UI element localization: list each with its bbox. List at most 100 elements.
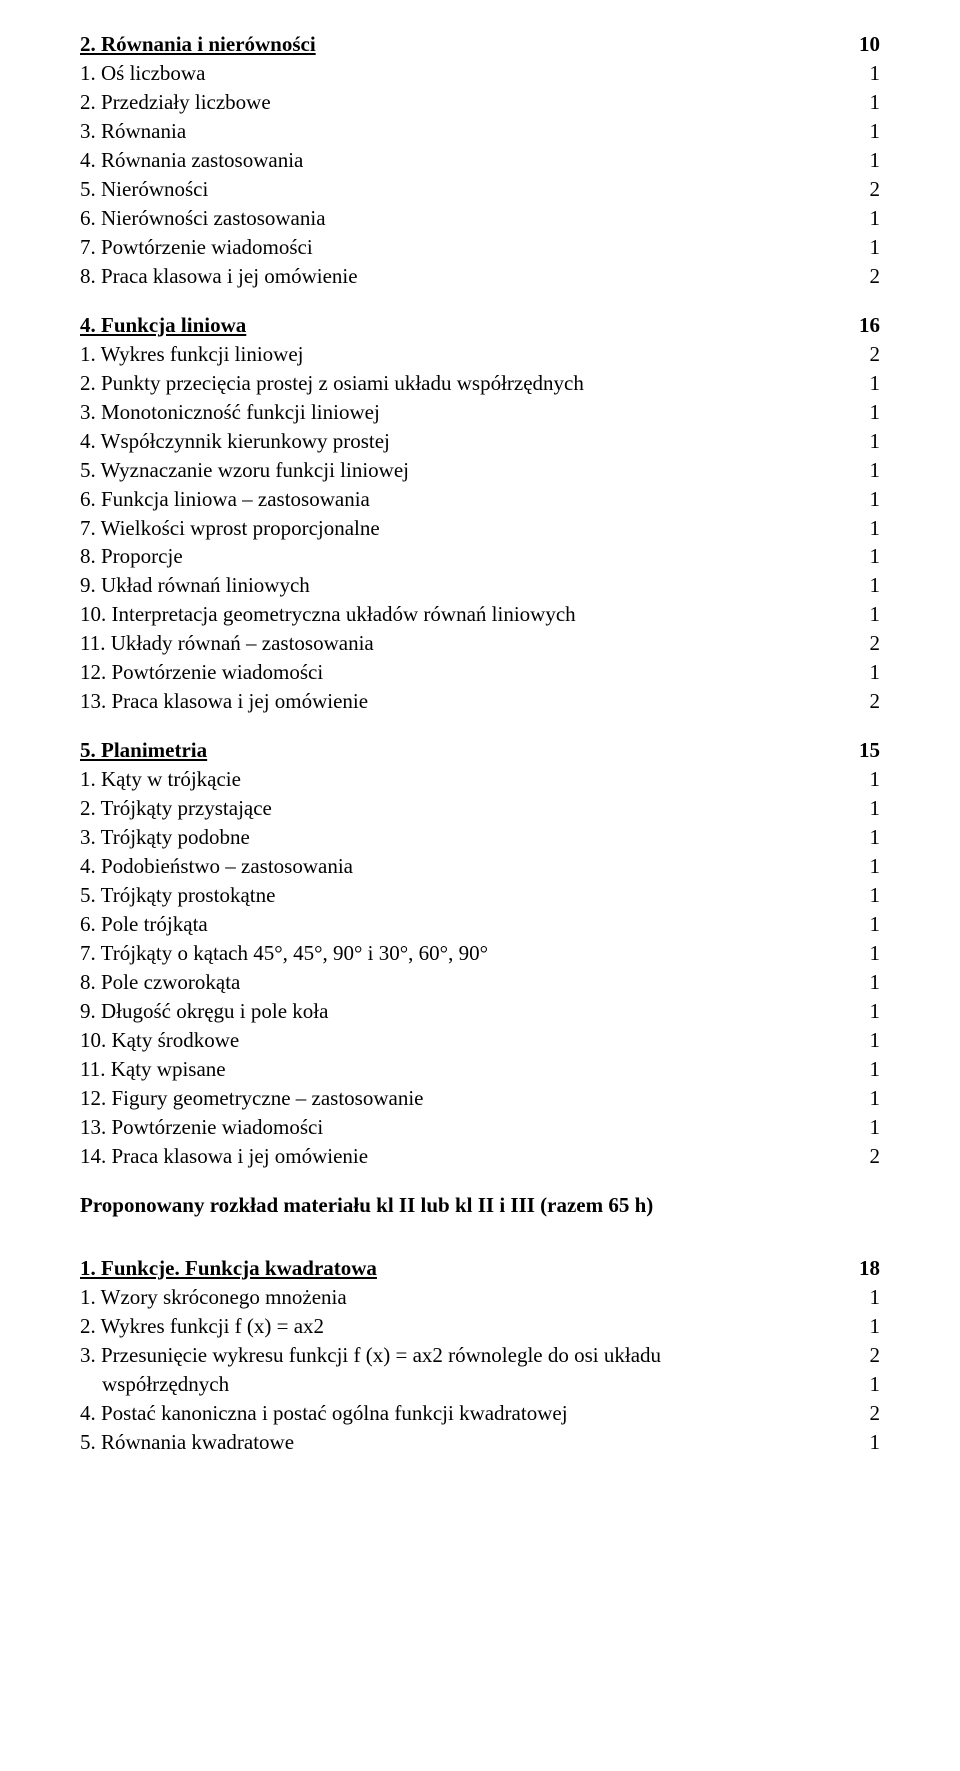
item-label: 5. Wyznaczanie wzoru funkcji liniowej	[80, 456, 840, 485]
list-item: 7. Trójkąty o kątach 45°, 45°, 90° i 30°…	[80, 939, 880, 968]
list-item: 8. Pole czworokąta1	[80, 968, 880, 997]
item-label: 6. Nierówności zastosowania	[80, 204, 840, 233]
spacer	[80, 1232, 880, 1254]
item-label: 2. Przedziały liczbowe	[80, 88, 840, 117]
item-value: 1	[840, 881, 880, 910]
list-item: 9. Układ równań liniowych1	[80, 571, 880, 600]
section-items: 1. Kąty w trójkącie1 2. Trójkąty przysta…	[80, 765, 880, 1171]
list-item: 7. Powtórzenie wiadomości1	[80, 233, 880, 262]
item-value: 1	[840, 146, 880, 175]
list-item: 10. Interpretacja geometryczna układów r…	[80, 600, 880, 629]
item-label: 11. Układy równań – zastosowania	[80, 629, 840, 658]
list-item: 5. Nierówności2	[80, 175, 880, 204]
item-value: 2	[840, 629, 880, 658]
item-label: 1. Kąty w trójkącie	[80, 765, 840, 794]
item-label: 12. Figury geometryczne – zastosowanie	[80, 1084, 840, 1113]
heading-value: 10	[840, 30, 880, 59]
list-item: 3. Przesunięcie wykresu funkcji f (x) = …	[80, 1341, 880, 1370]
list-item: 8. Praca klasowa i jej omówienie2	[80, 262, 880, 291]
item-value: 1	[840, 1026, 880, 1055]
item-label: 3. Monotoniczność funkcji liniowej	[80, 398, 840, 427]
section-items: 1. Wzory skróconego mnożenia1 2. Wykres …	[80, 1283, 880, 1457]
item-label: 1. Oś liczbowa	[80, 59, 840, 88]
item-value: 1	[840, 765, 880, 794]
item-value: 1	[840, 233, 880, 262]
list-item: 12. Powtórzenie wiadomości1	[80, 658, 880, 687]
item-value: 1	[840, 88, 880, 117]
heading-label: 1. Funkcje. Funkcja kwadratowa	[80, 1254, 840, 1283]
list-item: 6. Pole trójkąta1	[80, 910, 880, 939]
item-label: 10. Interpretacja geometryczna układów r…	[80, 600, 840, 629]
item-label: 2. Wykres funkcji f (x) = ax2	[80, 1312, 840, 1341]
list-item: 1. Oś liczbowa1	[80, 59, 880, 88]
item-label: 5. Trójkąty prostokątne	[80, 881, 840, 910]
item-value: 1	[840, 823, 880, 852]
item-value: 1	[840, 939, 880, 968]
item-value: 1	[840, 658, 880, 687]
heading-value: 15	[840, 736, 880, 765]
item-value: 1	[840, 571, 880, 600]
item-label: 5. Nierówności	[80, 175, 840, 204]
section-items: 1. Oś liczbowa1 2. Przedziały liczbowe1 …	[80, 59, 880, 291]
item-label: 11. Kąty wpisane	[80, 1055, 840, 1084]
item-value: 1	[840, 204, 880, 233]
item-value: 2	[840, 1341, 880, 1370]
item-label: 4. Równania zastosowania	[80, 146, 840, 175]
item-label: 7. Powtórzenie wiadomości	[80, 233, 840, 262]
item-label: 8. Proporcje	[80, 542, 840, 571]
item-value: 1	[840, 1113, 880, 1142]
item-label: 1. Wykres funkcji liniowej	[80, 340, 840, 369]
list-item: 4. Współczynnik kierunkowy prostej1	[80, 427, 880, 456]
item-label: 9. Długość okręgu i pole koła	[80, 997, 840, 1026]
list-item: 11. Układy równań – zastosowania2	[80, 629, 880, 658]
section-heading: 1. Funkcje. Funkcja kwadratowa 18	[80, 1254, 880, 1283]
list-item: 2. Przedziały liczbowe1	[80, 88, 880, 117]
heading-value: 16	[840, 311, 880, 340]
item-value: 1	[840, 1312, 880, 1341]
section-heading: 5. Planimetria 15	[80, 736, 880, 765]
list-item: 4. Postać kanoniczna i postać ogólna fun…	[80, 1399, 880, 1428]
item-label: 4. Współczynnik kierunkowy prostej	[80, 427, 840, 456]
list-item: 6. Nierówności zastosowania1	[80, 204, 880, 233]
section-funkcja-liniowa: 4. Funkcja liniowa 16 1. Wykres funkcji …	[80, 311, 880, 717]
item-value: 1	[840, 1428, 880, 1457]
item-label: 8. Pole czworokąta	[80, 968, 840, 997]
item-value: 1	[840, 1055, 880, 1084]
document-page: 2. Równania i nierówności 10 1. Oś liczb…	[0, 0, 960, 1771]
item-label: 12. Powtórzenie wiadomości	[80, 658, 840, 687]
list-item: 2. Wykres funkcji f (x) = ax21	[80, 1312, 880, 1341]
item-value: 1	[840, 910, 880, 939]
item-value: 1	[840, 1084, 880, 1113]
item-value: 1	[840, 369, 880, 398]
item-value: 1	[840, 600, 880, 629]
item-value: 1	[840, 997, 880, 1026]
list-item: 10. Kąty środkowe1	[80, 1026, 880, 1055]
item-label: 13. Powtórzenie wiadomości	[80, 1113, 840, 1142]
item-value: 1	[840, 59, 880, 88]
section-rownania: 2. Równania i nierówności 10 1. Oś liczb…	[80, 30, 880, 291]
section-heading: 2. Równania i nierówności 10	[80, 30, 880, 59]
item-label: 13. Praca klasowa i jej omówienie	[80, 687, 840, 716]
list-item: 8. Proporcje1	[80, 542, 880, 571]
item-value: 2	[840, 340, 880, 369]
heading-value: 18	[840, 1254, 880, 1283]
list-item: 13. Praca klasowa i jej omówienie2	[80, 687, 880, 716]
item-value: 1	[840, 852, 880, 881]
item-label: 10. Kąty środkowe	[80, 1026, 840, 1055]
item-label: 4. Podobieństwo – zastosowania	[80, 852, 840, 881]
list-item: 5. Trójkąty prostokątne1	[80, 881, 880, 910]
list-item: 4. Podobieństwo – zastosowania1	[80, 852, 880, 881]
list-item: 3. Równania1	[80, 117, 880, 146]
list-item: 5. Równania kwadratowe1	[80, 1428, 880, 1457]
item-value: 1	[840, 427, 880, 456]
item-label: 2. Trójkąty przystające	[80, 794, 840, 823]
item-label: 1. Wzory skróconego mnożenia	[80, 1283, 840, 1312]
list-item: 1. Wykres funkcji liniowej2	[80, 340, 880, 369]
item-label: 3. Przesunięcie wykresu funkcji f (x) = …	[80, 1341, 840, 1370]
item-value: 1	[840, 1283, 880, 1312]
item-label: 3. Równania	[80, 117, 840, 146]
item-label: 7. Trójkąty o kątach 45°, 45°, 90° i 30°…	[80, 939, 840, 968]
item-label: 5. Równania kwadratowe	[80, 1428, 840, 1457]
heading-label: 2. Równania i nierówności	[80, 30, 840, 59]
list-item: 3. Trójkąty podobne1	[80, 823, 880, 852]
